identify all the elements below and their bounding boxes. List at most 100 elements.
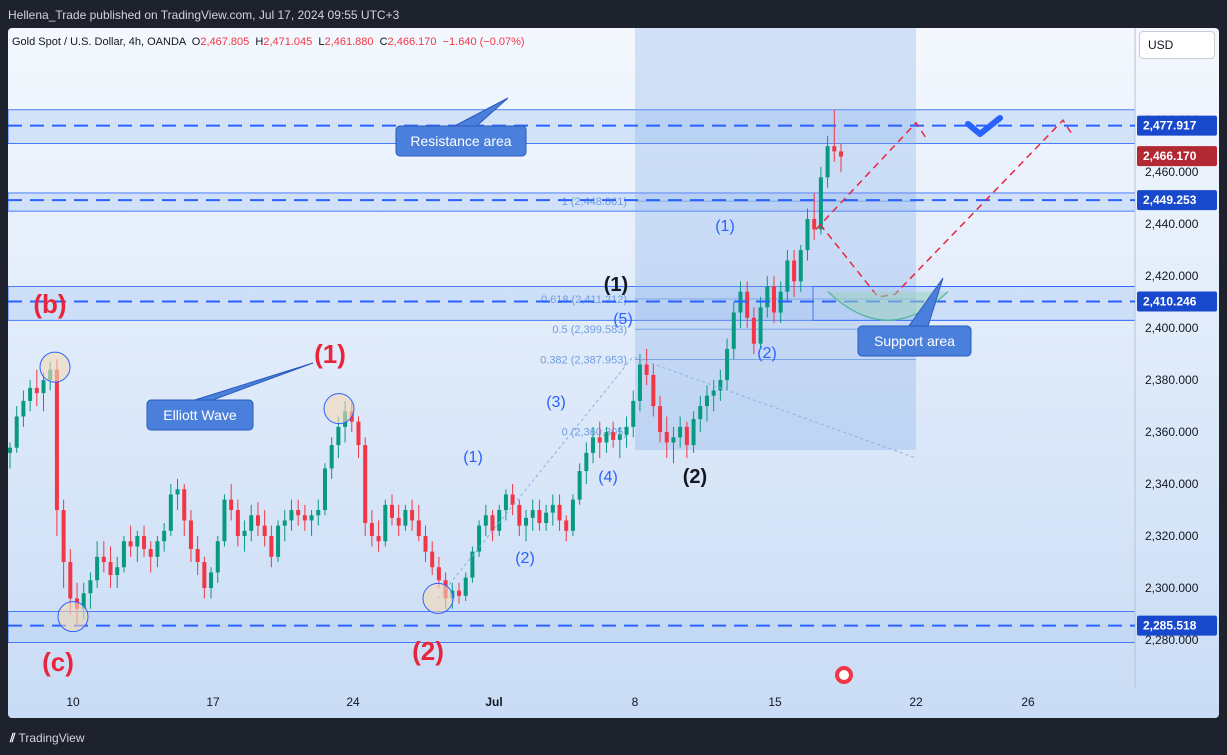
candle-body <box>209 572 214 589</box>
candle-body <box>128 541 133 547</box>
candle-body <box>684 426 689 446</box>
high-label: H <box>255 36 264 48</box>
chart-pane[interactable]: 2,280.000 2,300.000 2,320.000 2,340.000 2,36… <box>8 28 1219 718</box>
candle-body <box>436 567 441 581</box>
candle-body <box>812 218 817 230</box>
wave-label: (4) <box>598 469 618 486</box>
wave-label: (b) <box>33 289 66 319</box>
x-tick-label: 24 <box>346 695 360 709</box>
candle-body <box>182 489 187 521</box>
level-price-label: 2,477.917 <box>1143 119 1197 133</box>
candle-body <box>785 260 790 292</box>
candle-body <box>698 406 703 420</box>
x-tick-label: 22 <box>909 695 923 709</box>
candle-body <box>302 515 307 521</box>
fib-label: 0.382 (2,387.953) <box>540 354 627 366</box>
wave-label: (3) <box>546 394 566 411</box>
candle-body <box>95 556 100 581</box>
candle-body <box>457 590 462 596</box>
candle-body <box>765 286 770 308</box>
candle-body <box>678 426 683 438</box>
candle-body <box>631 400 636 427</box>
fib-label: 1 (2,448.861) <box>562 196 627 208</box>
candle-body <box>249 515 254 531</box>
candle-body <box>483 515 488 526</box>
level-price-tag <box>1137 190 1217 211</box>
candle-body <box>389 504 394 518</box>
candle-body <box>704 395 709 407</box>
y-tick-label: 2,440.000 <box>1145 217 1199 231</box>
x-tick-label: Jul <box>485 695 502 709</box>
candle-body <box>510 494 515 505</box>
candle-body <box>463 577 468 596</box>
candle-body <box>54 369 59 511</box>
wave-label: (2) <box>683 466 707 488</box>
candle-body <box>517 504 522 526</box>
wave-label: (1) <box>604 274 628 296</box>
x-tick-label: 8 <box>632 695 639 709</box>
candle-body <box>356 421 361 446</box>
candle-body <box>336 426 341 446</box>
candle-body <box>262 525 267 537</box>
candle-body <box>188 520 193 550</box>
level-price-label: 2,285.518 <box>1143 619 1197 633</box>
candle-body <box>322 468 327 511</box>
support-callout-box <box>857 325 972 357</box>
candle-body <box>711 390 716 396</box>
candle-body <box>222 499 227 542</box>
candle-body <box>792 260 797 282</box>
level-price-tag <box>1137 615 1217 636</box>
candle-body <box>255 515 260 526</box>
wave-label: (1) <box>715 218 735 235</box>
current-price-tag <box>1137 146 1217 167</box>
fib-label: 0.618 (2,411.212) <box>541 294 627 306</box>
candle-body <box>691 419 696 446</box>
candle-body <box>758 307 763 344</box>
candle-body <box>108 562 113 576</box>
candle-body <box>745 291 750 318</box>
symbol-legend: Gold Spot / U.S. Dollar, 4h, OANDA O2,46… <box>12 36 525 48</box>
candle-body <box>289 510 294 521</box>
low-value: 2,461.880 <box>324 36 374 48</box>
change-value: −1.640 (−0.07%) <box>442 36 525 48</box>
candle-body <box>242 530 247 537</box>
low-label: L <box>318 36 325 48</box>
close-label: C <box>379 36 388 48</box>
close-value: 2,466.170 <box>387 36 437 48</box>
candle-body <box>376 536 381 542</box>
candle-body <box>611 432 616 440</box>
pivot-circle <box>39 351 71 383</box>
candle-body <box>316 510 321 516</box>
x-tick-label: 10 <box>66 695 80 709</box>
chart-canvas[interactable]: 2,280.000 2,300.000 2,320.000 2,340.000 2,36… <box>8 28 1219 718</box>
candle-body <box>624 426 629 435</box>
candle-body <box>497 510 502 531</box>
y-tick-label: 2,380.000 <box>1145 373 1199 387</box>
pivot-circle <box>57 601 89 633</box>
candle-body <box>477 525 482 552</box>
candle-body <box>798 250 803 282</box>
candle-body <box>637 364 642 401</box>
candle-body <box>135 536 140 547</box>
candle-body <box>416 520 421 537</box>
candle-body <box>490 515 495 531</box>
candle-body <box>597 437 602 443</box>
checkmark-icon <box>965 114 1003 137</box>
brand-name: TradingView <box>18 731 85 745</box>
candle-body <box>148 549 153 557</box>
wave-label: (2) <box>515 550 535 567</box>
current-price-label: 2,466.170 <box>1143 149 1197 163</box>
currency-button[interactable]: USD <box>1139 31 1215 59</box>
candle-body <box>68 562 73 599</box>
candle-body <box>751 317 756 344</box>
fib-label: 0.5 (2,399.583) <box>552 324 627 336</box>
wave-label: (2) <box>757 345 777 362</box>
candle-body <box>175 489 180 495</box>
candle-body <box>410 510 415 521</box>
tradingview-logo-icon: ⫽ <box>10 731 16 745</box>
pivot-circle <box>422 582 454 614</box>
candle-body <box>41 380 46 394</box>
candle-body <box>229 499 234 511</box>
fib-label: 0 (2,360.305) <box>562 426 627 438</box>
